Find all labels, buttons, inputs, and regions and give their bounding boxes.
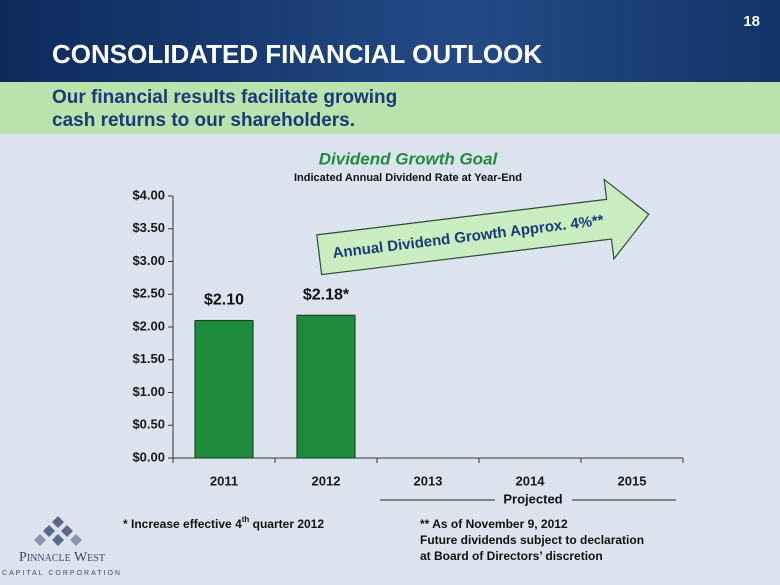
footnote: at Board of Directors’ discretion bbox=[420, 549, 603, 563]
slide-title: CONSOLIDATED FINANCIAL OUTLOOK bbox=[52, 39, 542, 69]
bar bbox=[296, 314, 356, 459]
slide-subtitle: Our financial results facilitate growing bbox=[52, 87, 397, 108]
group-label: Projected bbox=[503, 491, 562, 506]
y-tick-label: $0.00 bbox=[132, 449, 165, 464]
slide-subtitle: cash returns to our shareholders. bbox=[52, 110, 355, 131]
chart-subtitle: Indicated Annual Dividend Rate at Year-E… bbox=[294, 172, 522, 184]
y-tick-label: $0.50 bbox=[132, 417, 165, 432]
bar bbox=[194, 319, 254, 459]
subtitle-band bbox=[0, 82, 780, 134]
logo: Pinnacle West CAPITAL CORPORATION bbox=[2, 516, 122, 577]
logo-name: Pinnacle West bbox=[19, 550, 105, 565]
y-tick-label: $3.50 bbox=[132, 220, 165, 235]
x-tick-label: 2013 bbox=[414, 473, 443, 488]
value-label: $2.18* bbox=[303, 286, 350, 303]
y-tick-label: $1.00 bbox=[132, 384, 165, 399]
value-label: $2.10 bbox=[204, 292, 244, 309]
footnote: Future dividends subject to declaration bbox=[420, 533, 644, 547]
y-tick-label: $4.00 bbox=[132, 187, 165, 202]
header-band bbox=[0, 0, 780, 82]
y-tick-label: $1.50 bbox=[132, 351, 165, 366]
footnote: ** As of November 9, 2012 bbox=[420, 517, 568, 531]
y-tick-label: $3.00 bbox=[132, 253, 165, 268]
x-tick-label: 2015 bbox=[618, 473, 647, 488]
chart-title: Dividend Growth Goal bbox=[319, 149, 499, 168]
slide-number: 18 bbox=[743, 13, 760, 30]
logo-tagline: CAPITAL CORPORATION bbox=[2, 570, 122, 577]
footnote: * Increase effective 4th quarter 2012 bbox=[123, 515, 324, 531]
y-tick-label: $2.50 bbox=[132, 286, 165, 301]
x-tick-label: 2012 bbox=[312, 473, 341, 488]
x-tick-label: 2011 bbox=[210, 473, 238, 488]
y-tick-label: $2.00 bbox=[132, 318, 165, 333]
arrow-shape bbox=[316, 178, 650, 276]
x-tick-label: 2014 bbox=[516, 473, 546, 488]
